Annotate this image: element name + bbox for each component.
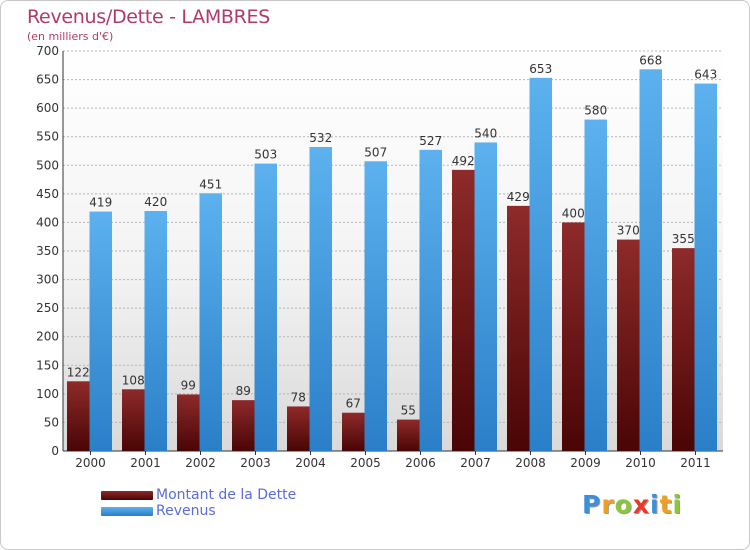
- x-tick-label: 2000: [75, 456, 106, 470]
- y-tick-label: 50: [44, 415, 59, 429]
- data-label: 653: [529, 62, 552, 76]
- data-label: 643: [694, 68, 717, 82]
- data-label: 67: [346, 397, 361, 411]
- x-tick-label: 2003: [240, 456, 271, 470]
- proxiti-logo: Proxiti: [582, 490, 682, 519]
- bar-dette: [122, 389, 145, 451]
- x-tick-label: 2011: [680, 456, 711, 470]
- logo-letter: i: [672, 490, 683, 519]
- y-tick-label: 150: [36, 358, 59, 372]
- data-label: 55: [401, 404, 416, 418]
- data-label: 419: [89, 196, 112, 210]
- y-tick-label: 700: [36, 44, 59, 58]
- data-label: 122: [67, 365, 90, 379]
- bar-dette: [452, 169, 475, 451]
- legend-label-revenus: Revenus: [156, 503, 216, 519]
- y-tick-label: 100: [36, 387, 59, 401]
- y-tick-label: 200: [36, 330, 59, 344]
- x-tick-label: 2005: [350, 456, 381, 470]
- data-label: 580: [584, 104, 607, 118]
- bar-dette: [562, 222, 585, 451]
- data-label: 108: [122, 373, 145, 387]
- bar-dette: [507, 205, 530, 451]
- y-tick-label: 0: [51, 444, 59, 458]
- bar-revenus: [419, 149, 442, 451]
- bar-revenus: [639, 69, 662, 452]
- x-tick-label: 2004: [295, 456, 326, 470]
- data-label: 370: [617, 224, 640, 238]
- chart-subtitle: (en milliers d'€): [27, 30, 114, 43]
- x-tick-label: 2009: [570, 456, 601, 470]
- data-label: 503: [254, 148, 277, 162]
- x-tick-label: 2007: [460, 456, 491, 470]
- logo-letter: r: [601, 490, 615, 519]
- x-tick-label: 2002: [185, 456, 216, 470]
- bar-dette: [342, 412, 365, 451]
- data-label: 429: [507, 190, 530, 204]
- bar-revenus: [584, 119, 607, 452]
- data-label: 527: [419, 134, 442, 148]
- data-label: 668: [639, 53, 662, 67]
- chart-title: Revenus/Dette - LAMBRES: [27, 6, 271, 28]
- bar-revenus: [254, 163, 277, 452]
- data-label: 400: [562, 206, 585, 220]
- data-label: 99: [181, 378, 196, 392]
- legend-swatch-dette: [101, 491, 153, 500]
- data-label: 507: [364, 145, 387, 159]
- bar-revenus: [144, 211, 167, 451]
- legend-label-dette: Montant de la Dette: [156, 487, 297, 503]
- data-label: 451: [199, 177, 222, 191]
- data-label: 355: [672, 232, 695, 246]
- bar-dette: [67, 381, 90, 451]
- bar-revenus: [694, 83, 717, 452]
- bar-revenus: [199, 193, 222, 452]
- y-tick-label: 250: [36, 301, 59, 315]
- bar-revenus: [529, 77, 552, 451]
- y-tick-label: 400: [36, 215, 59, 229]
- logo-letter: P: [582, 490, 602, 519]
- logo-letter: o: [614, 490, 633, 519]
- logo-letter: i: [650, 490, 660, 519]
- bar-revenus: [309, 147, 332, 451]
- bar-dette: [177, 394, 200, 451]
- data-label: 532: [309, 131, 332, 145]
- y-tick-label: 600: [36, 101, 59, 115]
- y-tick-label: 450: [36, 187, 59, 201]
- bar-revenus: [89, 211, 112, 451]
- x-tick-label: 2001: [130, 456, 161, 470]
- bar-revenus: [364, 161, 387, 452]
- y-tick-label: 350: [36, 244, 59, 258]
- bar-revenus: [474, 142, 497, 451]
- legend-swatch-revenus: [101, 507, 153, 516]
- bar-dette: [232, 400, 255, 451]
- y-tick-label: 650: [36, 73, 59, 87]
- bar-dette: [617, 239, 640, 451]
- x-tick-label: 2008: [515, 456, 546, 470]
- bar-dette: [672, 248, 695, 451]
- y-tick-label: 500: [36, 158, 59, 172]
- x-tick-label: 2010: [625, 456, 656, 470]
- logo-letter: x: [632, 490, 650, 519]
- data-label: 540: [474, 126, 497, 140]
- bar-dette: [397, 419, 420, 451]
- data-label: 420: [144, 195, 167, 209]
- logo-letter: t: [659, 490, 673, 519]
- x-tick-label: 2006: [405, 456, 436, 470]
- data-label: 89: [236, 384, 251, 398]
- bar-dette: [287, 406, 310, 451]
- y-tick-label: 300: [36, 273, 59, 287]
- data-label: 492: [452, 154, 475, 168]
- data-label: 78: [291, 390, 306, 404]
- y-tick-label: 550: [36, 130, 59, 144]
